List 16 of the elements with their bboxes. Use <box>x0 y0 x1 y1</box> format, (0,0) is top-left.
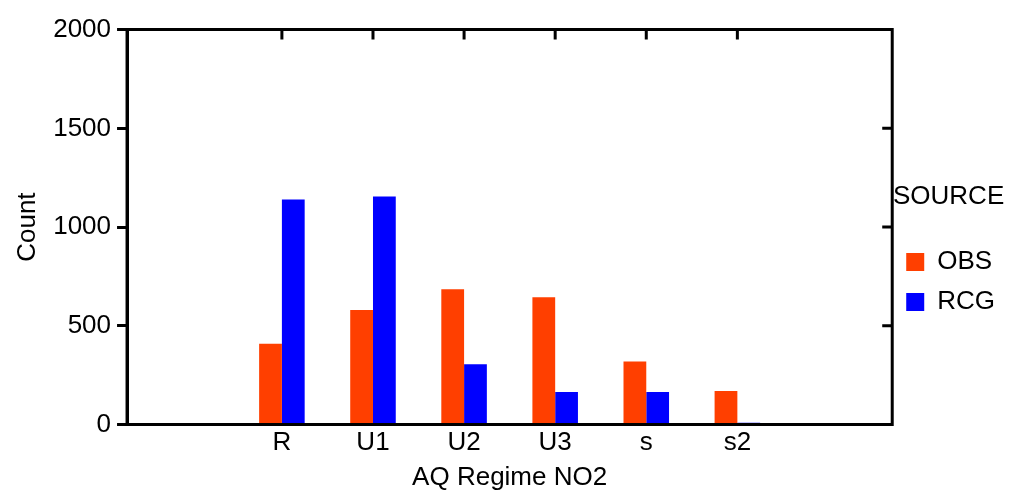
x-tick-label: U1 <box>356 426 390 457</box>
legend-label: RCG <box>937 285 995 316</box>
y-tick-label: 2000 <box>53 12 112 43</box>
x-axis-title: AQ Regime NO2 <box>412 460 608 491</box>
y-axis-title: Count <box>10 191 41 262</box>
y-tick-label: 500 <box>67 309 112 340</box>
y-tick-label: 1000 <box>53 210 112 241</box>
y-tick-label: 0 <box>96 407 112 438</box>
legend-label: OBS <box>937 245 993 276</box>
y-tick-label: 1500 <box>53 111 112 142</box>
legend-title: SOURCE <box>892 180 1005 211</box>
x-tick-label: s2 <box>723 426 752 457</box>
x-tick-label: s <box>639 426 653 457</box>
x-tick-label: U3 <box>538 426 572 457</box>
x-tick-label: R <box>272 426 292 457</box>
x-tick-label: U2 <box>447 426 481 457</box>
